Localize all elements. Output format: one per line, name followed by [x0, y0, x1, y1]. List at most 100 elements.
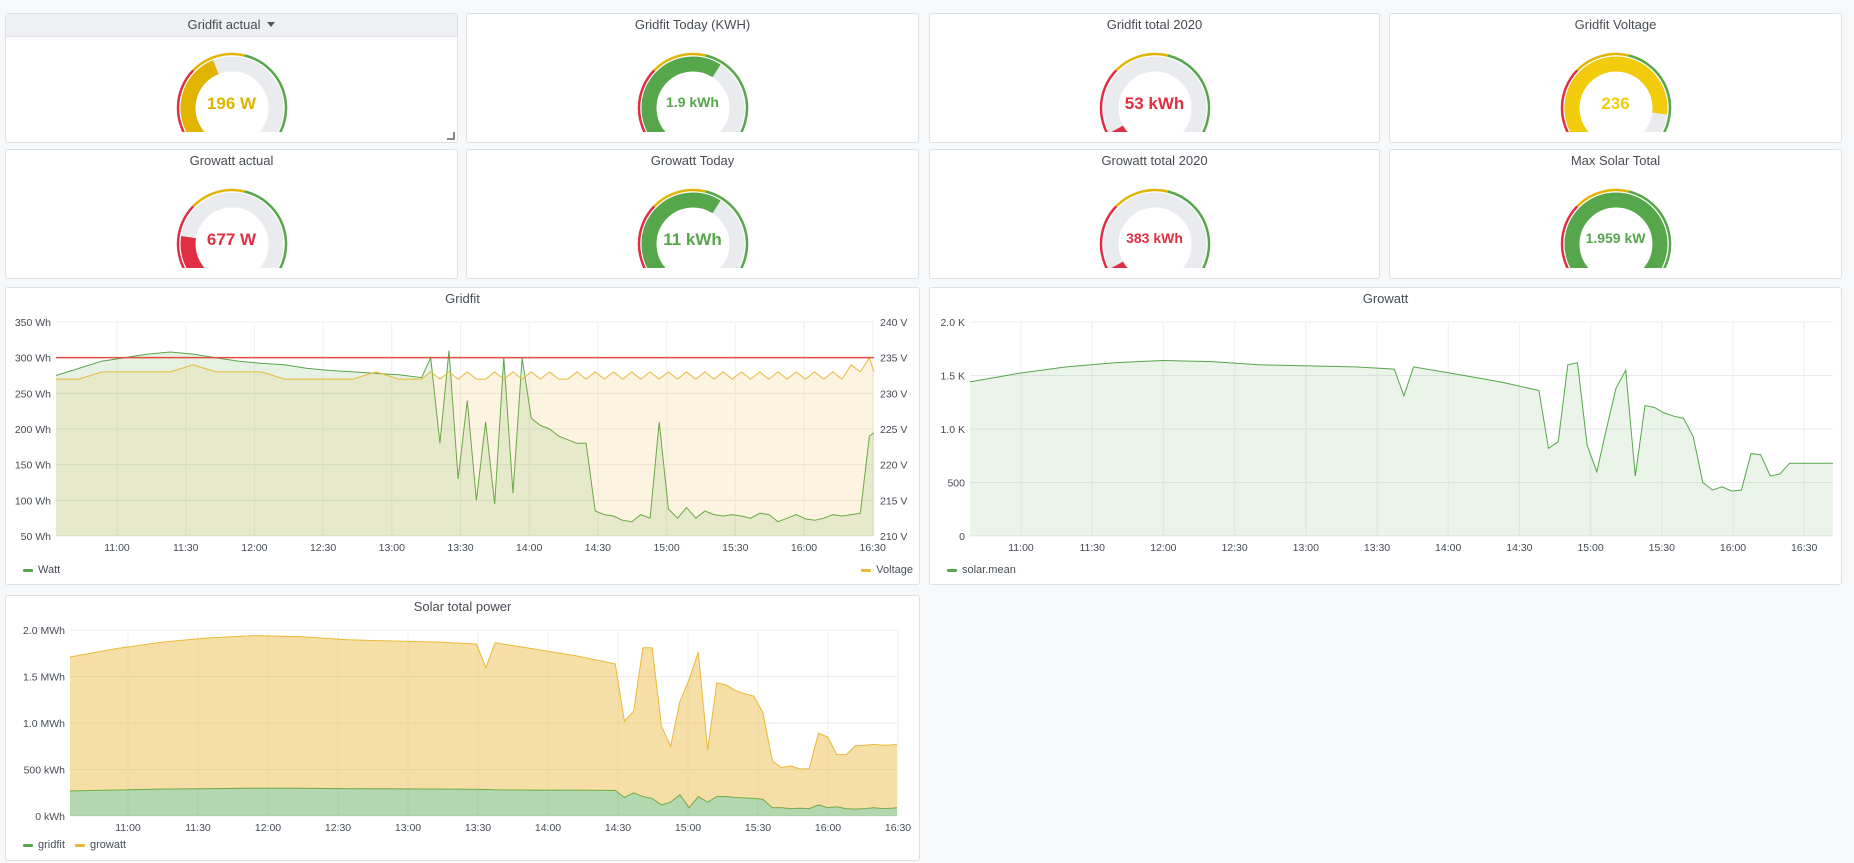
gauge: 383 kWh [1095, 184, 1215, 268]
panel-title-text: Growatt actual [189, 153, 274, 168]
legend-swatch [23, 843, 33, 847]
panel-title[interactable]: Growatt actual [6, 150, 457, 172]
series-line-growatt[interactable] [69, 635, 898, 770]
legend-item-gridfit[interactable]: gridfit [23, 839, 65, 851]
gauge-panel[interactable]: Growatt total 2020 383 kWh [929, 149, 1380, 279]
x-tick-label: 12:30 [1221, 542, 1247, 554]
x-tick-label: 11:30 [185, 822, 211, 834]
x-tick-label: 12:30 [325, 822, 351, 834]
solar-total-chart[interactable]: 0 kWh 500 kWh 1.0 MWh 1.5 MWh 2.0 MWh 11:00 11… [6, 620, 919, 842]
legend-label: growatt [90, 839, 127, 851]
growatt-panel[interactable]: Growatt 0 500 1.0 K 1.5 K 2.0 K 11:00 11:30 12:… [929, 287, 1842, 585]
growatt-chart[interactable]: 0 500 1.0 K 1.5 K 2.0 K 11:00 11:30 12:00 12:30 1… [930, 312, 1841, 562]
panel-title[interactable]: Max Solar Total [1390, 150, 1841, 172]
gauge: 53 kWh [1095, 48, 1215, 132]
chevron-down-icon[interactable] [267, 22, 276, 27]
panel-title[interactable]: Growatt [1362, 291, 1409, 306]
gridfit-chart[interactable]: 50 Wh 100 Wh 150 Wh 200 Wh 250 Wh 300 Wh 350 W… [6, 312, 919, 562]
panel-title[interactable]: Gridfit [445, 291, 480, 306]
y-tick-label: 0 [959, 531, 965, 543]
x-tick-label: 15:00 [653, 542, 679, 554]
grid [70, 629, 899, 817]
panel-title[interactable]: Gridfit Voltage [1390, 14, 1841, 36]
x-tick-label: 15:30 [1649, 542, 1675, 554]
panel-title[interactable]: Gridfit actual [6, 14, 457, 37]
gauge-value: 196 W [206, 94, 257, 113]
y-tick-label: 500 kWh [24, 765, 66, 777]
x-tick-label: 15:00 [1577, 542, 1603, 554]
y-right-tick-label: 235 V [880, 353, 907, 365]
gauge-panel[interactable]: Gridfit Voltage 236 [1389, 13, 1842, 143]
y-tick-label: 1.0 K [940, 424, 965, 436]
panel-title[interactable]: Gridfit total 2020 [930, 14, 1379, 36]
gauge: 1.959 kW [1556, 184, 1676, 268]
x-tick-label: 16:30 [885, 822, 911, 834]
x-tick-label: 12:00 [255, 822, 281, 834]
x-tick-label: 14:30 [1506, 542, 1532, 554]
gridfit-panel[interactable]: Gridfit 50 Wh 100 Wh 150 Wh 200 Wh 250 Wh 300… [5, 287, 920, 585]
y-right-tick-label: 225 V [880, 424, 907, 436]
x-tick-label: 11:00 [1008, 542, 1034, 554]
legend-item-growatt[interactable]: growatt [75, 839, 126, 851]
gauge-value: 1.9 kWh [666, 94, 719, 110]
x-tick-label: 16:30 [1791, 542, 1817, 554]
series-line-solar-mean[interactable] [969, 359, 1833, 492]
series-line-watt[interactable] [55, 350, 875, 523]
gauge: 196 W [172, 48, 292, 132]
gauge-panel[interactable]: Growatt actual 677 W [5, 149, 458, 279]
gauge-value: 383 kWh [1126, 230, 1183, 246]
y-tick-label: 100 Wh [15, 495, 51, 507]
x-tick-label: 13:30 [447, 542, 473, 554]
x-tick-label: 13:00 [1293, 542, 1319, 554]
panel-title[interactable]: Solar total power [413, 599, 512, 614]
gauge-panel[interactable]: Gridfit actual 196 W [5, 13, 458, 143]
legend-swatch [75, 843, 85, 847]
legend-label: Watt [38, 564, 61, 576]
panel-title-text: Growatt total 2020 [1101, 153, 1208, 168]
y-tick-label: 0 kWh [35, 811, 65, 823]
gauge-value: 11 kWh [663, 230, 722, 249]
panel-title[interactable]: Growatt Today [467, 150, 918, 172]
legend-item-watt[interactable]: Watt [23, 564, 60, 576]
gauge-value: 236 [1601, 94, 1630, 113]
x-tick-label: 16:30 [860, 542, 886, 554]
panel-title[interactable]: Gridfit Today (KWH) [467, 14, 918, 36]
legend-swatch [947, 568, 957, 572]
x-tick-label: 14:30 [605, 822, 631, 834]
y-right-tick-label: 220 V [880, 460, 907, 472]
y-tick-label: 250 Wh [15, 388, 51, 400]
legend-label: solar.mean [962, 564, 1016, 576]
x-tick-label: 11:30 [1079, 542, 1105, 554]
solar-total-panel[interactable]: Solar total power 0 kWh 500 kWh 1.0 MWh 1.5… [5, 595, 920, 861]
y-tick-label: 1.5 MWh [23, 672, 65, 684]
gauge: 236 [1556, 48, 1676, 132]
x-tick-label: 16:00 [791, 542, 817, 554]
y-tick-label: 350 Wh [15, 317, 51, 329]
legend-item-solar-mean[interactable]: solar.mean [947, 564, 1016, 576]
legend-item-voltage[interactable]: Voltage [861, 564, 913, 576]
y-right-tick-label: 240 V [880, 317, 907, 329]
gauge-panel[interactable]: Gridfit total 2020 53 kWh [929, 13, 1380, 143]
resize-handle-icon[interactable] [447, 132, 455, 140]
panel-title-text: Gridfit Today (KWH) [634, 17, 751, 32]
y-tick-label: 200 Wh [15, 424, 51, 436]
gauge: 11 kWh [633, 184, 753, 268]
x-tick-label: 15:30 [745, 822, 771, 834]
series-line-voltage[interactable] [56, 356, 875, 380]
x-tick-label: 14:30 [585, 542, 611, 554]
y-tick-label: 500 [947, 478, 965, 490]
gauge-panel[interactable]: Growatt Today 11 kWh [466, 149, 919, 279]
gauge-panel[interactable]: Gridfit Today (KWH) 1.9 kWh [466, 13, 919, 143]
gauge-value: 1.959 kW [1585, 230, 1646, 246]
panel-title-text: Growatt Today [650, 153, 735, 168]
y-tick-label: 300 Wh [15, 353, 51, 365]
series-area-voltage [56, 357, 874, 536]
panel-title-text: Gridfit Voltage [1574, 17, 1657, 32]
panel-title-text: Gridfit total 2020 [1106, 17, 1203, 32]
gauge-panel[interactable]: Max Solar Total 1.959 kW [1389, 149, 1842, 279]
y-tick-label: 50 Wh [21, 531, 52, 543]
panel-title[interactable]: Growatt total 2020 [930, 150, 1379, 172]
legend-swatch [23, 568, 33, 572]
series-line-gridfit[interactable] [69, 787, 898, 810]
series-area-gridfit [70, 788, 897, 816]
